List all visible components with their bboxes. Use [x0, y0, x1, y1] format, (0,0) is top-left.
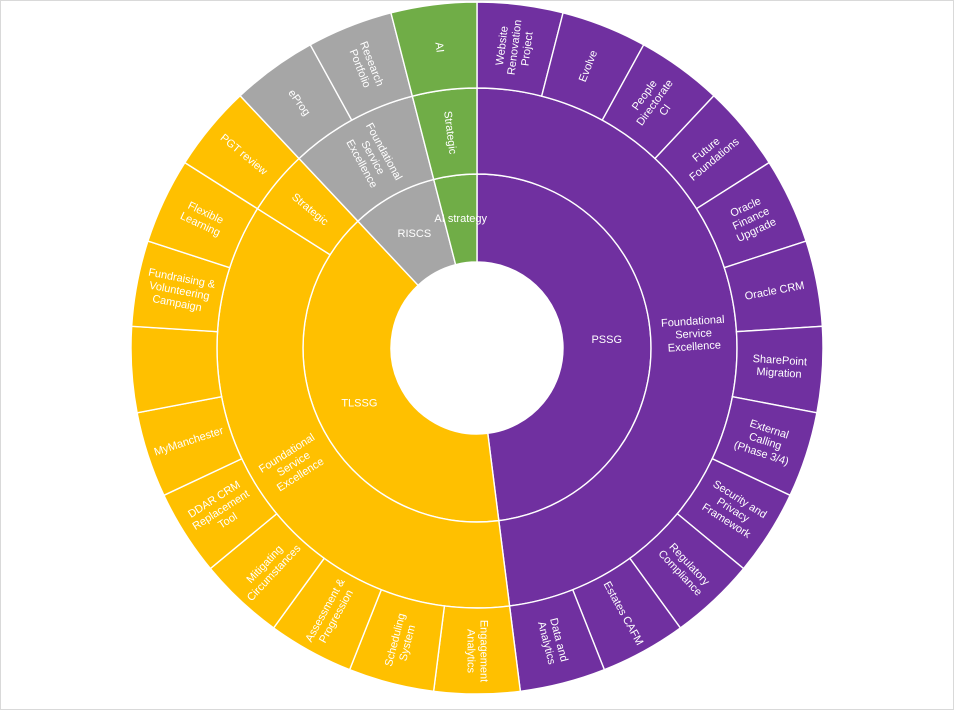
label-l1-pssg: PSSG	[591, 334, 622, 346]
segment-layer	[130, 1, 824, 695]
label-l2-strategic: Strategic	[441, 110, 458, 155]
segment-l3-empty[interactable]	[130, 325, 223, 414]
label-l2-foundational-service-excellence: FoundationalServiceExcellence	[661, 314, 727, 355]
label-l3-ai: AI	[433, 41, 446, 53]
label-l3-sharepoint-migration: SharePointMigration	[751, 353, 807, 381]
label-l1-tlssg: TLSSG	[341, 397, 377, 409]
segment-l3-ai[interactable]	[390, 1, 478, 98]
label-l3-engagement-analytics: EngagementAnalytics	[465, 620, 490, 682]
label-l3-website-renovation-project: WebsiteRenovationProject	[493, 17, 537, 77]
label-l1-riscs: RISCS	[398, 228, 432, 240]
label-l1-ai-strategy: AI strategy	[434, 213, 487, 225]
